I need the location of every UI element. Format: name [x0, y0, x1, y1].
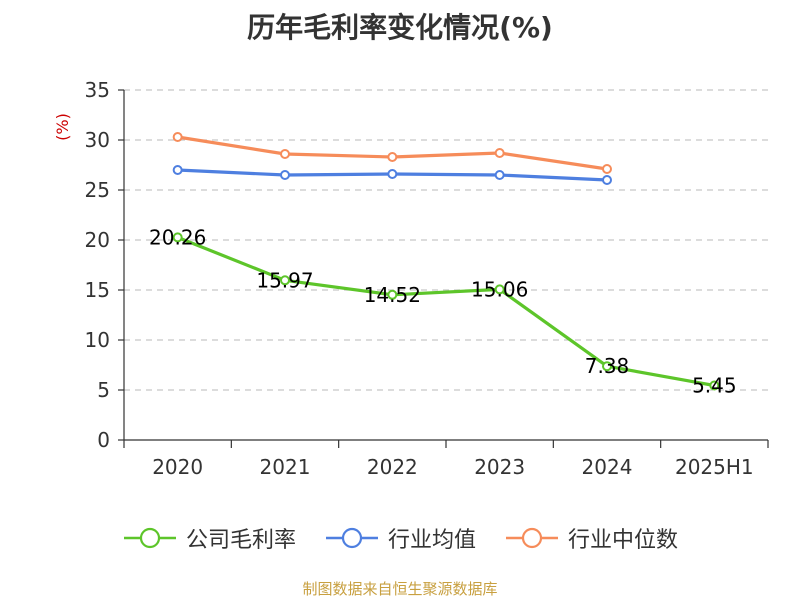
y-tick-label: 10: [85, 328, 110, 352]
data-point: [709, 380, 720, 391]
data-point: [172, 232, 183, 243]
y-tick-label: 20: [85, 228, 110, 252]
legend-label: 行业中位数: [568, 528, 679, 553]
series-lines: [172, 132, 720, 391]
data-point: [387, 169, 398, 179]
legend-swatch: [123, 527, 176, 549]
data-point: [494, 284, 505, 295]
x-tick-label: 2023: [474, 455, 525, 479]
chart-title: 历年毛利率变化情况(%): [247, 11, 553, 44]
data-label: 5.45: [692, 374, 737, 398]
grid-lines: [124, 89, 768, 391]
axes: 0 5 10 15 20 25 30 35 2020 2021 2022 2023 2024 2025H1…: [53, 78, 769, 479]
x-tick-label: 2022: [367, 455, 418, 479]
legend: 公司毛利率 行业均值 行业中位数: [0, 518, 800, 558]
y-tick-label: 15: [85, 278, 110, 302]
data-labels: 20.26 15.97 14.52 15.06 7.38 5.45: [149, 225, 737, 397]
data-point: [280, 275, 290, 286]
data-label: 15.06: [471, 277, 528, 301]
x-tick-label: 2024: [582, 455, 633, 479]
y-tick-label: 30: [85, 128, 110, 152]
data-point: [172, 165, 183, 175]
x-tick-label: 2025H1: [675, 455, 754, 479]
legend-label: 公司毛利率: [185, 528, 296, 553]
y-tick-label: 35: [85, 78, 110, 102]
y-tick-label: 25: [85, 178, 110, 202]
data-label: 7.38: [585, 354, 630, 378]
series-line-0: [177, 235, 715, 388]
legend-item-2[interactable]: 行业中位数: [504, 522, 678, 554]
data-point: [387, 289, 398, 300]
legend-swatch: [506, 527, 558, 549]
x-tick-label: 2020: [152, 455, 203, 479]
data-point: [387, 152, 398, 162]
data-label: 20.26: [149, 225, 206, 249]
legend-swatch: [325, 527, 378, 549]
legend-item-1[interactable]: 行业均值: [324, 522, 476, 554]
legend-item-0[interactable]: 公司毛利率: [122, 522, 296, 554]
data-point: [494, 170, 505, 180]
data-label: 14.52: [364, 283, 421, 307]
data-label: 15.97: [256, 268, 313, 292]
source-note: 制图数据来自恒生聚源数据库: [302, 580, 498, 598]
legend-label: 行业均值: [387, 528, 476, 553]
y-tick-label: 0: [97, 428, 110, 452]
data-point: [280, 170, 290, 180]
x-tick-label: 2021: [260, 455, 311, 479]
data-point: [602, 361, 612, 372]
data-point: [602, 175, 612, 185]
data-point: [280, 149, 290, 159]
data-point: [172, 132, 183, 142]
y-axis-unit-label: (%): [53, 113, 72, 141]
data-point: [602, 164, 612, 174]
data-point: [494, 148, 505, 158]
y-tick-label: 5: [97, 378, 110, 402]
